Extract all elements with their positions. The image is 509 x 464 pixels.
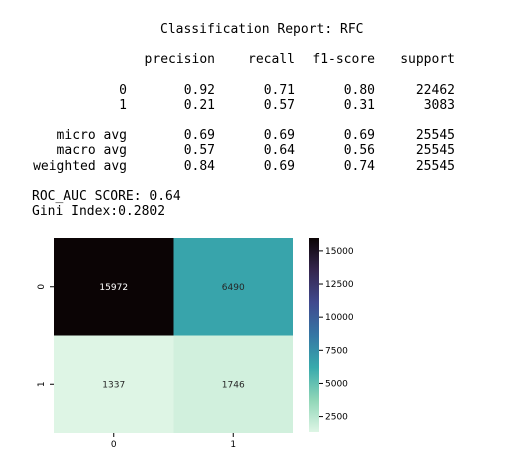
colorbar-tick-label: 10000 xyxy=(325,313,354,323)
heatmap-cell xyxy=(54,335,174,433)
y-tick-label: 0 xyxy=(37,284,47,290)
column-header: support xyxy=(400,52,455,67)
cell: 25545 xyxy=(416,159,455,174)
cell: 0.92 xyxy=(184,83,215,98)
y-tick-label: 1 xyxy=(37,381,47,387)
row-label: weighted avg xyxy=(33,159,127,174)
cell-label: 6490 xyxy=(222,283,245,293)
cell: 0.71 xyxy=(264,83,295,98)
cell: 25545 xyxy=(416,143,455,158)
colorbar-tick-label: 5000 xyxy=(325,379,348,389)
cell: 0.69 xyxy=(344,128,375,143)
row-label: macro avg xyxy=(57,143,127,158)
column-header: precision xyxy=(145,52,215,67)
cell: 0.57 xyxy=(184,143,215,158)
cell: 0.69 xyxy=(264,159,295,174)
colorbar-tick-label: 12500 xyxy=(325,280,354,290)
cell: 0.57 xyxy=(264,98,295,113)
cell: 0.21 xyxy=(184,98,215,113)
cell: 0.56 xyxy=(344,143,375,158)
roc-auc: ROC_AUC SCORE: 0.64 xyxy=(32,189,181,204)
cell: 3083 xyxy=(424,98,455,113)
gini: Gini Index:0.2802 xyxy=(32,204,165,219)
cell: 0.31 xyxy=(344,98,375,113)
cell-label: 1337 xyxy=(102,380,125,390)
column-header: f1-score xyxy=(312,52,375,67)
cell: 0.74 xyxy=(344,159,375,174)
cell: 0.64 xyxy=(264,143,295,158)
row-label: 1 xyxy=(119,98,127,113)
colorbar-tick-label: 7500 xyxy=(325,346,348,356)
cell-label: 1746 xyxy=(222,380,245,390)
heatmap-cell xyxy=(173,335,293,433)
colorbar-tick-label: 15000 xyxy=(325,247,354,257)
heatmap-cell xyxy=(54,238,174,336)
heatmap-cell xyxy=(173,238,293,336)
cell: 22462 xyxy=(416,83,455,98)
column-header: recall xyxy=(248,52,295,67)
report-title: Classification Report: RFC xyxy=(160,22,364,37)
cell-label: 15972 xyxy=(99,283,128,293)
cell: 0.80 xyxy=(344,83,375,98)
x-tick-label: 0 xyxy=(111,440,117,450)
x-tick-label: 1 xyxy=(230,440,236,450)
colorbar xyxy=(309,238,319,432)
row-label: 0 xyxy=(119,83,127,98)
row-label: micro avg xyxy=(57,128,127,143)
cell: 0.84 xyxy=(184,159,215,174)
colorbar-tick-label: 2500 xyxy=(325,413,348,423)
cell: 0.69 xyxy=(264,128,295,143)
cell: 0.69 xyxy=(184,128,215,143)
cell: 25545 xyxy=(416,128,455,143)
